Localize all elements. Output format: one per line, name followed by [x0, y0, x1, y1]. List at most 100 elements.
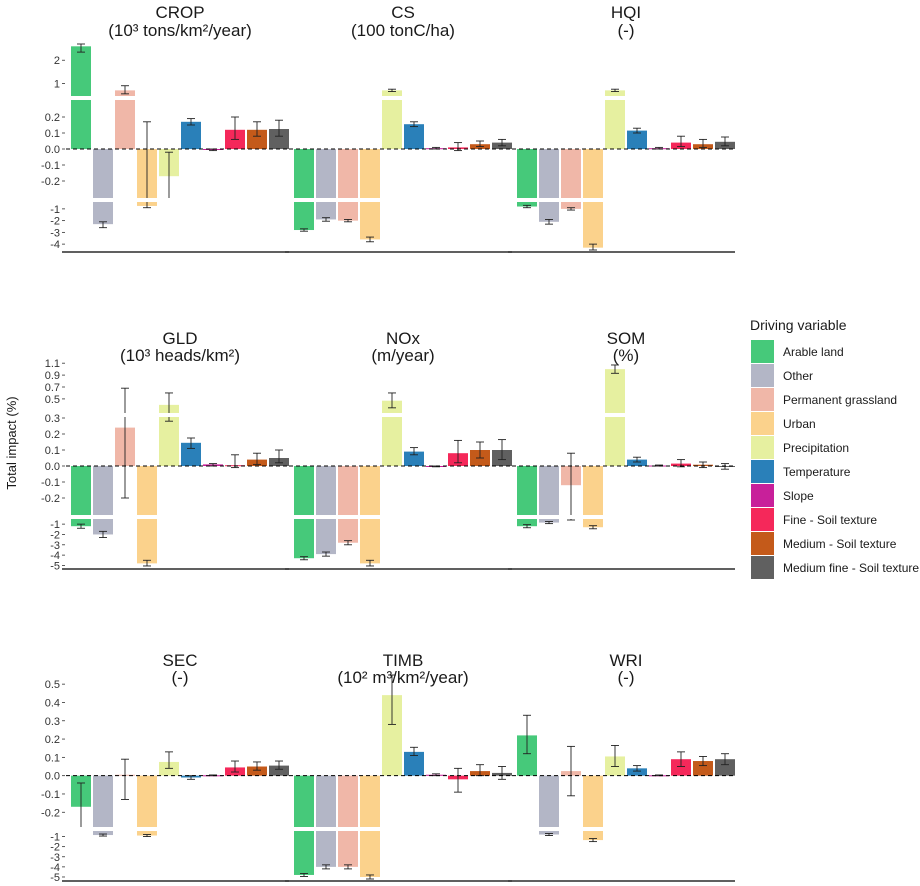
y-tick-label: -4 — [50, 550, 60, 562]
bar-other — [93, 149, 113, 225]
y-tick-label: -0.2 — [41, 493, 60, 505]
legend-label: Urban — [783, 417, 816, 431]
y-tick-label: 0.7 — [45, 382, 60, 394]
y-tick-label: 2 — [54, 55, 60, 67]
y-tick-label: -5 — [50, 872, 60, 884]
y-tick-label: -4 — [50, 239, 60, 251]
bar-precipitation — [382, 400, 402, 466]
y-tick-label: 0.0 — [45, 461, 60, 473]
legend-label: Precipitation — [783, 441, 849, 455]
bar-precipitation — [605, 369, 625, 466]
panel-cs: CS(100 tonC/ha) — [285, 3, 513, 253]
bar-fine-soil-texture — [671, 759, 691, 776]
panel-title: HQI — [611, 3, 641, 22]
bar-permanent-grassland — [338, 775, 358, 867]
legend-title: Driving variable — [750, 317, 847, 333]
y-tick-label: 0.2 — [45, 112, 60, 124]
bar-temperature — [627, 459, 647, 466]
y-tick-label: 0.9 — [45, 370, 60, 382]
legend-swatch — [751, 388, 774, 411]
axis-break-lower — [514, 515, 736, 519]
bar-temperature — [404, 451, 424, 466]
bar-medium-soil-texture — [247, 766, 267, 776]
panel-timb: TIMB(10² m³/km²/year) — [285, 651, 513, 882]
panel-title: TIMB — [383, 651, 424, 670]
bar-other — [539, 149, 559, 222]
legend-swatch — [751, 340, 774, 363]
bar-urban — [360, 775, 380, 877]
bar-temperature — [627, 768, 647, 776]
y-tick-label: -2 — [50, 529, 60, 541]
bar-urban — [583, 775, 603, 841]
bar-other — [539, 775, 559, 835]
bar-urban — [583, 466, 603, 528]
bar-permanent-grassland — [561, 149, 581, 209]
y-tick-label: 0.3 — [45, 716, 60, 728]
axis-break-upper — [514, 413, 736, 417]
y-tick-label: 0.1 — [45, 445, 60, 457]
bar-permanent-grassland — [115, 90, 135, 149]
y-tick-label: -1 — [50, 519, 60, 531]
y-tick-label: -0.1 — [41, 789, 60, 801]
axis-break-upper — [291, 413, 513, 417]
bar-temperature — [181, 442, 201, 466]
y-tick-label: 0.1 — [45, 128, 60, 140]
y-tick-label: -0.1 — [41, 477, 60, 489]
y-tick-label: -5 — [50, 560, 60, 572]
y-tick-label: -0.2 — [41, 176, 60, 188]
axis-break-lower — [514, 198, 736, 202]
legend-swatch — [751, 484, 774, 507]
legend-label: Other — [783, 369, 813, 383]
y-tick-label: -2 — [50, 842, 60, 854]
panel-title: CROP — [155, 3, 204, 22]
legend-swatch — [751, 412, 774, 435]
bar-precipitation — [159, 761, 179, 776]
panel-unit: (-) — [618, 668, 635, 687]
bar-temperature — [181, 121, 201, 149]
legend-swatch — [751, 364, 774, 387]
axis-break-lower — [514, 827, 736, 831]
y-tick-label: 0.3 — [45, 413, 60, 425]
legend-swatch — [751, 532, 774, 555]
axis-break-lower — [68, 515, 290, 519]
y-tick-label: -0.1 — [41, 160, 60, 172]
bar-medium-fine-soil-texture — [269, 129, 289, 149]
bar-other — [539, 466, 559, 523]
panel-title: GLD — [163, 329, 198, 348]
y-tick-label: -4 — [50, 862, 60, 874]
panel-title: SOM — [607, 329, 646, 348]
bar-arable-land — [517, 735, 537, 776]
panel-nox: NOx(m/year) — [285, 329, 513, 570]
panel-unit: (10³ heads/km²) — [120, 346, 240, 365]
panel-unit: (100 tonC/ha) — [351, 21, 455, 40]
bar-temperature — [404, 124, 424, 149]
y-tick-label: -0.2 — [41, 807, 60, 819]
bar-permanent-grassland — [338, 466, 358, 543]
y-tick-label: -1 — [50, 204, 60, 216]
y-tick-label: -3 — [50, 540, 60, 552]
y-tick-label: 0.2 — [45, 429, 60, 441]
bar-precipitation — [605, 90, 625, 149]
bar-precipitation — [159, 404, 179, 466]
y-tick-label: -2 — [50, 216, 60, 228]
panel-som: SOM(%) — [508, 329, 736, 570]
y-tick-label: -3 — [50, 852, 60, 864]
bar-other — [316, 775, 336, 867]
bar-arable-land — [294, 149, 314, 231]
bar-arable-land — [294, 466, 314, 559]
panel-crop: CROP(10³ tons/km²/year) 2 1 0.2 0.1 0.0 -0.1 -0… — [41, 3, 290, 253]
panel-unit: (m/year) — [371, 346, 434, 365]
y-tick-label: 1 — [54, 78, 60, 90]
panel-title: SEC — [163, 651, 198, 670]
bar-medium-soil-texture — [693, 761, 713, 776]
bar-urban — [360, 149, 380, 240]
bar-medium-fine-soil-texture — [269, 765, 289, 776]
bar-urban — [360, 466, 380, 564]
panel-sec: SEC(-) 0.5 0.4 0.3 0.2 0.1 0.0 -0.1 -0.2 -1-2-3-4… — [41, 651, 290, 884]
bar-other — [93, 775, 113, 836]
panel-unit: (10² m³/km²/year) — [337, 668, 468, 687]
panel-wri: WRI(-) — [508, 651, 736, 882]
legend-label: Medium fine - Soil texture — [783, 561, 919, 575]
y-tick-label: 0.5 — [45, 679, 60, 691]
